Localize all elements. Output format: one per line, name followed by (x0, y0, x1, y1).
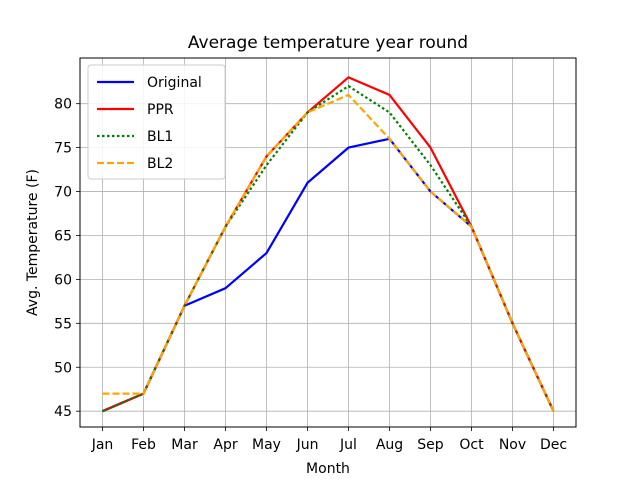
x-tick-label: Oct (459, 437, 484, 453)
y-tick-label: 55 (54, 316, 72, 332)
y-axis-title: Avg. Temperature (F) (25, 169, 41, 316)
legend-label-bl2: BL2 (147, 156, 173, 172)
y-tick-label: 45 (54, 404, 72, 420)
x-tick-label: Feb (131, 437, 156, 453)
y-tick-label: 70 (54, 185, 72, 201)
x-tick-label: Dec (540, 437, 567, 453)
y-tick-label: 65 (54, 228, 72, 244)
x-axis-title: Month (306, 461, 350, 477)
y-tick-label: 75 (54, 141, 72, 157)
series-lines (102, 76, 555, 413)
series-line-bl2 (102, 93, 555, 412)
legend-label-bl1: BL1 (147, 129, 173, 145)
x-tick-label: Sep (417, 437, 444, 453)
x-tick-label: May (252, 437, 281, 453)
x-tick-label: Jan (91, 437, 114, 453)
plot-frame (79, 57, 577, 428)
legend-box (87, 64, 226, 180)
chart-title: Average temperature year round (188, 33, 468, 53)
y-tick-label: 80 (54, 97, 72, 113)
legend-label-original: Original (147, 75, 202, 91)
x-tick-label: Nov (499, 437, 526, 453)
x-tick-label: Apr (213, 437, 237, 453)
y-tick-label: 60 (54, 272, 72, 288)
x-tick-label: Aug (376, 437, 403, 453)
legend: Original PPR BL1 BL2 (87, 64, 226, 180)
legend-label-ppr: PPR (147, 102, 174, 118)
x-tick-label: Mar (171, 437, 198, 453)
x-tick-label: Jun (296, 437, 319, 453)
axis-ticks: Jan Feb Mar Apr May Jun Jul Aug Sep Oct Nov Dec 45 50… (54, 97, 567, 453)
y-tick-label: 50 (54, 360, 72, 376)
x-tick-label: Jul (339, 437, 357, 453)
